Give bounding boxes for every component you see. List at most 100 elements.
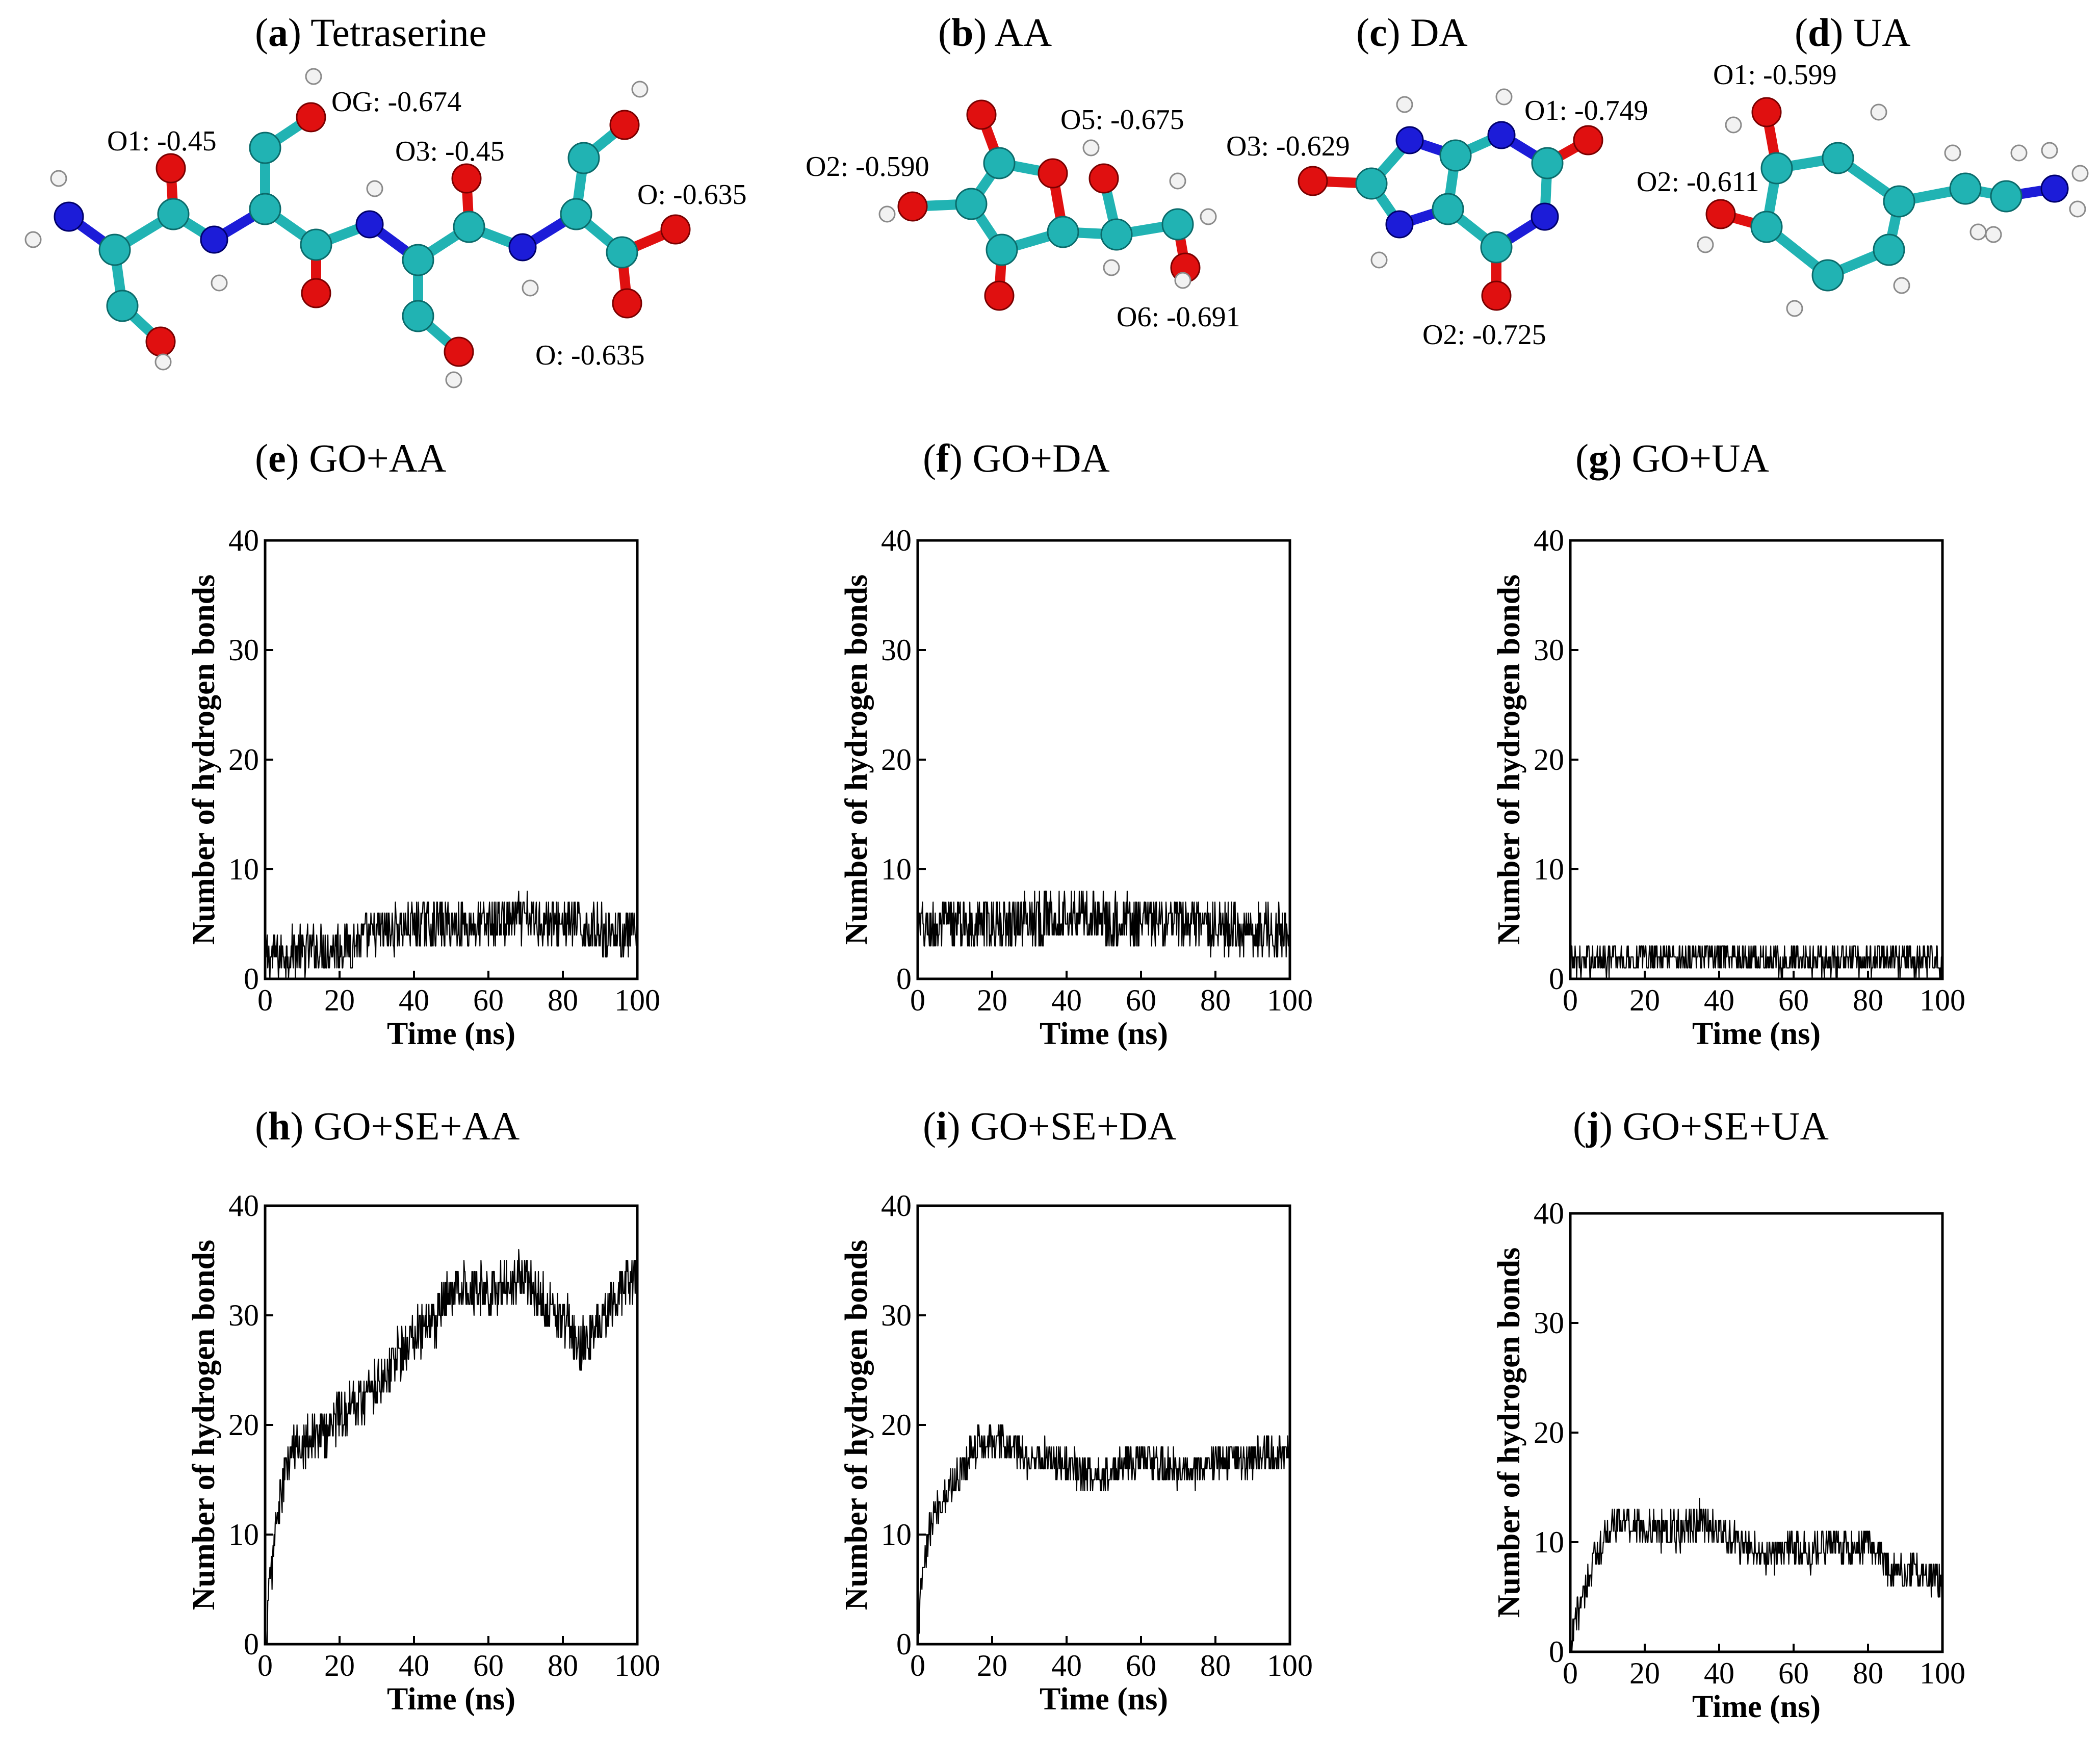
x-axis-label: Time (ns) — [387, 1017, 515, 1051]
y-tick-label: 30 — [228, 1299, 259, 1332]
x-axis-label: Time (ns) — [1040, 1682, 1168, 1717]
x-tick-label: 100 — [614, 1649, 660, 1682]
y-tick-label: 20 — [1534, 743, 1564, 776]
x-tick-label: 60 — [1778, 1656, 1809, 1690]
charge-label: O1: -0.45 — [107, 125, 217, 157]
x-axis-label: Time (ns) — [387, 1682, 515, 1717]
chart-title: (h) GO+SE+AA — [255, 1104, 520, 1148]
x-tick-label: 0 — [1563, 983, 1578, 1017]
x-tick-label: 100 — [1920, 1656, 1965, 1690]
x-tick-label: 0 — [910, 1649, 925, 1682]
x-axis-label: Time (ns) — [1692, 1017, 1821, 1051]
y-tick-label: 20 — [1534, 1416, 1564, 1449]
x-tick-label: 20 — [324, 983, 355, 1017]
y-axis-label: Number of hydrogen bonds — [187, 575, 221, 945]
x-tick-label: 80 — [1200, 983, 1231, 1017]
series-line — [265, 1249, 638, 1645]
x-tick-label: 40 — [399, 983, 429, 1017]
y-tick-label: 0 — [244, 962, 259, 996]
y-tick-label: 40 — [1534, 1197, 1564, 1230]
y-tick-label: 40 — [1534, 524, 1564, 557]
y-axis-label: Number of hydrogen bonds — [1492, 1248, 1526, 1618]
molecule-c-da: O3: -0.629 O1: -0.749 O2: -0.725 — [1226, 88, 1648, 351]
x-tick-label: 80 — [548, 983, 578, 1017]
molecule-title-a: (a) Tetraserine — [255, 10, 486, 55]
x-tick-label: 80 — [1853, 1656, 1883, 1690]
charge-label: O1: -0.749 — [1524, 95, 1648, 126]
charge-label: O6: -0.691 — [1117, 301, 1240, 333]
charge-label: O2: -0.611 — [1637, 166, 1759, 198]
charge-label: O: -0.635 — [535, 340, 645, 371]
y-tick-label: 30 — [1534, 1306, 1564, 1340]
x-tick-label: 20 — [1629, 1656, 1660, 1690]
y-tick-label: 0 — [896, 962, 912, 996]
y-axis-label: Number of hydrogen bonds — [1492, 575, 1526, 945]
x-tick-label: 0 — [257, 1649, 273, 1682]
y-tick-label: 30 — [1534, 633, 1564, 667]
y-tick-label: 0 — [1549, 962, 1564, 996]
x-tick-label: 80 — [1200, 1649, 1231, 1682]
y-tick-label: 0 — [896, 1627, 912, 1661]
plot-frame — [1569, 1212, 1944, 1653]
chart-title: (g) GO+UA — [1575, 436, 1769, 480]
charge-label: O2: -0.725 — [1422, 319, 1546, 351]
y-tick-label: 40 — [228, 1189, 259, 1223]
y-tick-label: 0 — [1549, 1635, 1564, 1669]
y-tick-label: 10 — [228, 1518, 259, 1551]
y-tick-label: 40 — [881, 524, 912, 557]
x-tick-label: 20 — [977, 983, 1007, 1017]
chart-title: (f) GO+DA — [923, 436, 1110, 480]
molecule-c-atoms — [1298, 88, 1603, 311]
x-tick-label: 100 — [1920, 983, 1965, 1017]
chart-title: (e) GO+AA — [255, 436, 446, 480]
charge-label: O2: -0.590 — [806, 151, 929, 183]
x-tick-label: 0 — [1563, 1656, 1578, 1690]
x-tick-label: 40 — [1704, 1656, 1734, 1690]
y-tick-label: 10 — [881, 852, 912, 886]
charge-label: O: -0.635 — [637, 179, 747, 211]
x-tick-label: 60 — [1126, 1649, 1156, 1682]
x-tick-label: 20 — [324, 1649, 355, 1682]
x-tick-label: 60 — [1778, 983, 1809, 1017]
charge-label: O3: -0.45 — [395, 136, 505, 167]
y-tick-label: 10 — [881, 1518, 912, 1551]
x-tick-label: 100 — [1267, 1649, 1313, 1682]
y-axis-label: Number of hydrogen bonds — [187, 1240, 221, 1610]
y-tick-label: 40 — [228, 524, 259, 557]
x-tick-label: 60 — [473, 983, 504, 1017]
molecule-title-d: (d) UA — [1795, 10, 1911, 55]
x-tick-label: 100 — [1267, 983, 1313, 1017]
x-tick-label: 0 — [910, 983, 925, 1017]
series-line — [917, 890, 1291, 958]
molecule-a-atoms — [24, 68, 691, 388]
molecule-d-ua: O1: -0.599 O2: -0.611 — [1637, 59, 2089, 317]
y-axis-label: Number of hydrogen bonds — [839, 1240, 874, 1610]
x-tick-label: 0 — [257, 983, 273, 1017]
y-tick-label: 20 — [881, 743, 912, 776]
y-tick-label: 30 — [881, 1299, 912, 1332]
x-tick-label: 40 — [1051, 1649, 1082, 1682]
molecule-d-atoms — [1697, 97, 2089, 317]
y-tick-label: 30 — [881, 633, 912, 667]
y-tick-label: 10 — [1534, 1525, 1564, 1559]
x-tick-label: 100 — [614, 983, 660, 1017]
plot-frame — [1569, 539, 1944, 980]
molecule-title-b: (b) AA — [938, 10, 1052, 55]
y-tick-label: 40 — [881, 1189, 912, 1223]
y-tick-label: 20 — [228, 1408, 259, 1442]
molecule-b-bonds — [908, 110, 1190, 301]
series-line — [1569, 1497, 1943, 1653]
y-tick-label: 10 — [228, 852, 259, 886]
molecule-b-atoms — [878, 99, 1217, 311]
y-tick-label: 30 — [228, 633, 259, 667]
chart-title: (j) GO+SE+UA — [1573, 1104, 1829, 1148]
molecule-title-c: (c) DA — [1356, 10, 1468, 55]
y-tick-label: 0 — [244, 1627, 259, 1661]
x-tick-label: 60 — [1126, 983, 1156, 1017]
y-tick-label: 20 — [881, 1408, 912, 1442]
